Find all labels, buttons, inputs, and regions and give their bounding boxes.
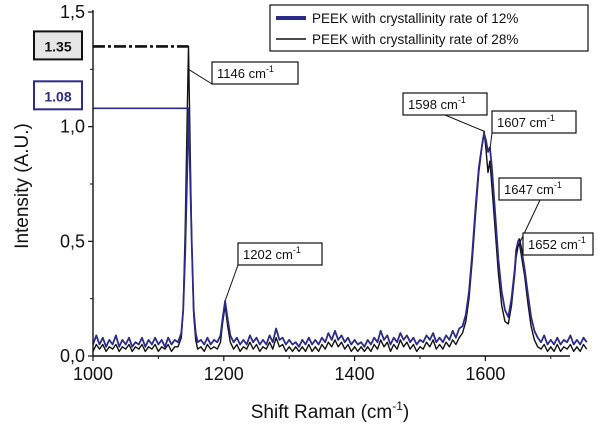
annotation-box — [491, 110, 577, 134]
annotation-label: 1202 cm-1 — [243, 245, 301, 262]
annotation-leader — [518, 238, 524, 256]
axes-layer: 0,0 0,5 1,0 1,5 1000 1200 1400 1600 — [60, 2, 570, 384]
annotation-box — [402, 92, 488, 116]
value-label-12pct: 1.08 — [44, 88, 71, 104]
x-tick-label: 1400 — [335, 364, 375, 384]
y-tick-label: 1,5 — [60, 2, 85, 22]
annotation-label: 1146 cm-1 — [217, 64, 274, 81]
annotation-label: 1647 cm-1 — [504, 180, 562, 197]
legend-box — [269, 4, 589, 52]
series-line-12pct — [92, 107, 588, 348]
y-tick-label: 1,0 — [60, 117, 85, 137]
axis-titles: Shift Raman (cm-1) Intensity (A.U.) — [12, 123, 409, 423]
x-tick-label: 1000 — [73, 364, 113, 384]
annotation-leader — [188, 68, 213, 85]
annotation-box — [498, 177, 582, 201]
legend-label: PEEK with crystallinity rate of 28% — [312, 32, 518, 47]
series-layer — [92, 45, 588, 353]
annotation-leader — [224, 264, 239, 302]
annotation-box — [237, 242, 323, 266]
value-box-28pct — [33, 30, 83, 61]
annotation-layer: 1146 cm-1 1202 cm-1 1598 cm-1 1607 cm-1 1647… — [188, 61, 594, 302]
annotation-box — [211, 61, 299, 85]
value-box-12pct — [33, 80, 83, 111]
series-line-28pct — [92, 45, 588, 353]
annotation-label: 1652 cm-1 — [528, 235, 586, 252]
x-tick-label: 1600 — [465, 364, 505, 384]
annotation-label: 1607 cm-1 — [497, 113, 555, 130]
y-axis-title: Intensity (A.U.) — [12, 123, 33, 249]
legend: PEEK with crystallinity rate of 12% PEEK … — [269, 4, 589, 52]
legend-label: PEEK with crystallinity rate of 12% — [312, 11, 518, 26]
marker-layer: 1.35 1.08 — [33, 30, 189, 111]
y-tick-label: 0,5 — [60, 231, 85, 251]
annotation-leader — [444, 114, 485, 132]
annotation-box — [522, 232, 594, 256]
annotation-label: 1598 cm-1 — [408, 95, 466, 112]
annotation-leader — [489, 132, 493, 150]
value-label-28pct: 1.35 — [44, 38, 71, 54]
x-tick-label: 1200 — [204, 364, 244, 384]
y-tick-label: 0,0 — [60, 346, 85, 366]
x-axis-title: Shift Raman (cm-1) — [251, 399, 409, 423]
